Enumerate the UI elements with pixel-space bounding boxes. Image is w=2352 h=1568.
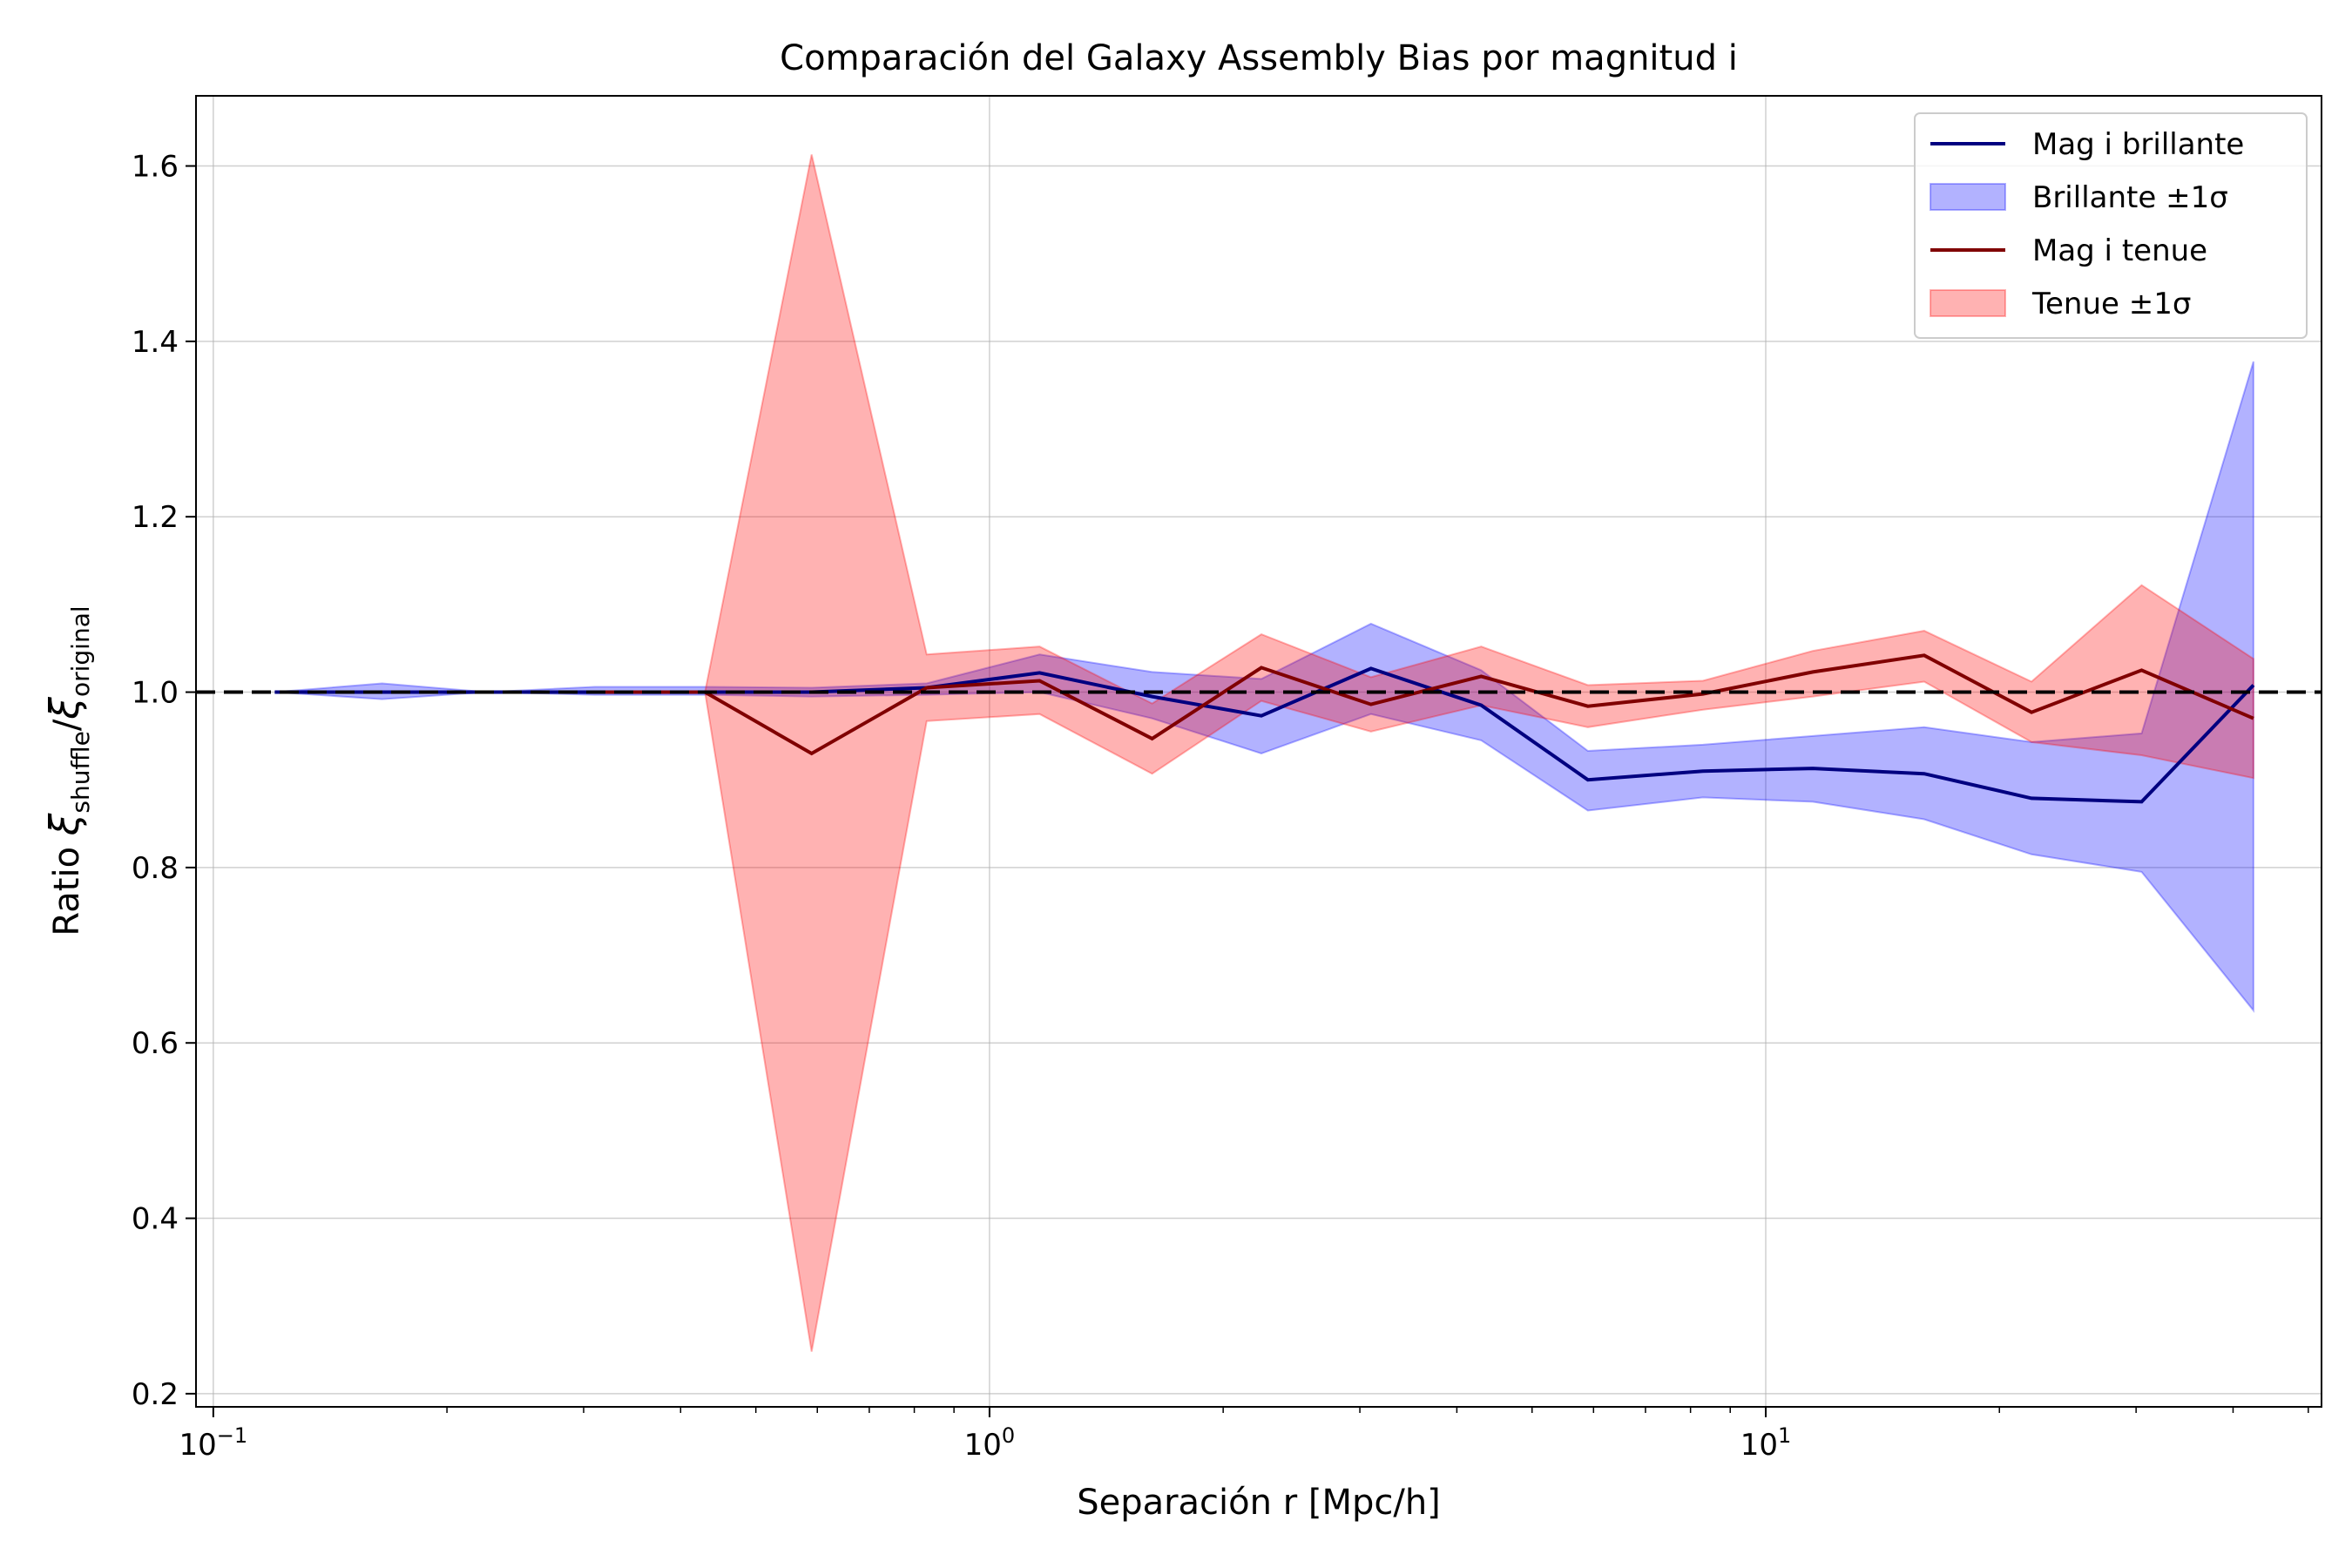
x-tick-label: 101 — [1740, 1423, 1792, 1463]
chart-title: Comparación del Galaxy Assembly Bias por… — [780, 38, 1738, 78]
x-tick-label-exponent: 0 — [1002, 1423, 1015, 1448]
x-tick-label-base: 10 — [964, 1428, 1002, 1463]
y-axis-label-prefix: Ratio — [47, 835, 87, 936]
y-axis-label-slash: / — [47, 719, 87, 731]
x-tick-label-exponent: −1 — [217, 1423, 247, 1448]
y-axis-label-sub-den: original — [66, 605, 95, 697]
x-axis-label: Separación r [Mpc/h] — [1077, 1483, 1441, 1523]
y-tick-label: 1.6 — [132, 150, 179, 185]
y-axis-label-xi-den: ξ — [41, 697, 88, 720]
y-axis-label-sub-num: shuffle — [66, 731, 95, 813]
y-tick-label: 1.0 — [132, 676, 179, 711]
line-series-2 — [594, 653, 2254, 756]
y-axis-label-xi-num: ξ — [41, 813, 88, 836]
y-tick-label: 0.4 — [132, 1202, 179, 1237]
x-tick-label: 10−1 — [179, 1423, 248, 1463]
x-tick-label: 100 — [964, 1423, 1016, 1463]
x-tick-label-exponent: 1 — [1778, 1423, 1791, 1448]
legend-label: Mag i tenue — [2032, 233, 2207, 268]
band-series-2 — [594, 154, 2254, 1352]
legend-box — [1914, 112, 2308, 339]
x-axis-ticks: 10−1 100 101 — [179, 1407, 2309, 1463]
x-tick-label-base: 10 — [1740, 1428, 1778, 1463]
legend: Mag i brillante Brillante ±1σ Mag i tenue T… — [1914, 112, 2308, 339]
plot-frame — [195, 95, 2322, 1408]
y-tick-label: 0.6 — [132, 1026, 179, 1061]
x-tick-label-base: 10 — [179, 1428, 217, 1463]
y-tick-label: 0.8 — [132, 851, 179, 886]
y-axis-label: Ratio ξshuffle/ξoriginal — [41, 605, 95, 936]
y-axis-ticks: 0.2 0.4 0.6 0.8 1.0 1.2 1.4 1.6 — [132, 150, 196, 1412]
legend-band-swatch — [1930, 289, 2006, 317]
legend-band-swatch — [1930, 183, 2006, 211]
legend-label: Mag i brillante — [2032, 127, 2244, 162]
legend-label: Tenue ±1σ — [2031, 287, 2191, 321]
y-tick-label: 0.2 — [132, 1377, 179, 1412]
y-tick-label: 1.4 — [132, 325, 179, 360]
legend-label: Brillante ±1σ — [2032, 180, 2228, 215]
y-tick-label: 1.2 — [132, 500, 179, 535]
